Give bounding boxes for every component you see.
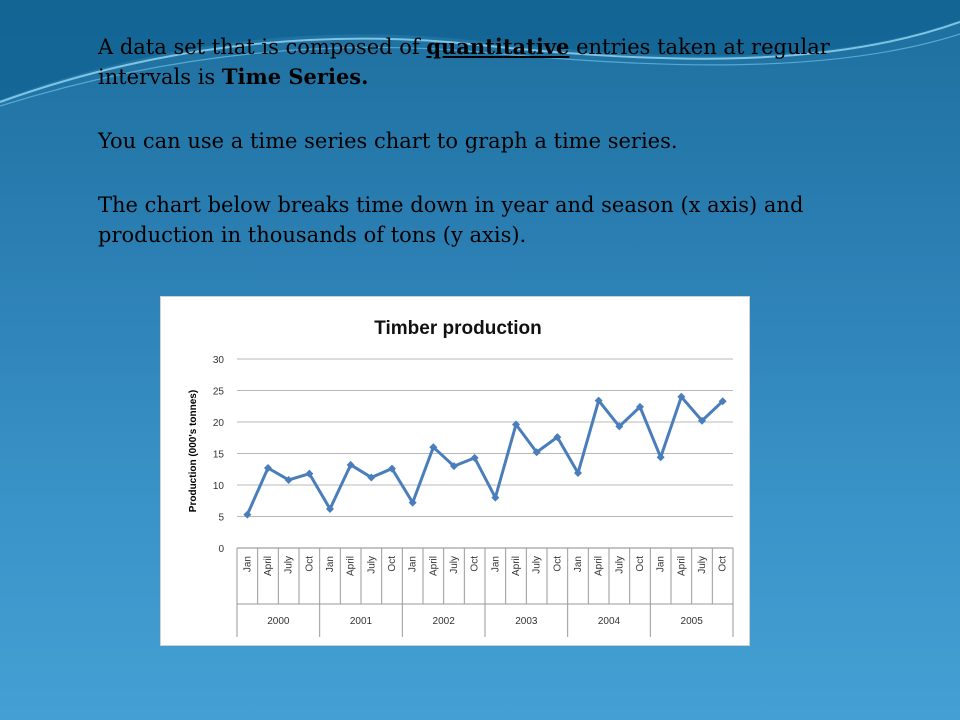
y-tick-label: 5 bbox=[218, 513, 224, 524]
x-season-label: Oct bbox=[718, 556, 729, 572]
data-point bbox=[553, 433, 562, 442]
quantitative-term: quantitative bbox=[426, 34, 570, 59]
x-season-label: Jan bbox=[408, 556, 419, 572]
series-line bbox=[245, 395, 724, 516]
grid-layer bbox=[237, 358, 733, 517]
x-season-label: July bbox=[532, 556, 543, 574]
x-season-label: April bbox=[263, 556, 274, 576]
x-year-label: 2002 bbox=[433, 616, 456, 627]
data-point bbox=[615, 422, 624, 431]
x-season-label: Jan bbox=[490, 556, 501, 572]
chart-svg: Timber production 0 5 10 15 20 25 30 Jan April Ju… bbox=[188, 318, 734, 637]
slide-text: A data set that is composed of quantitat… bbox=[98, 32, 898, 250]
x-year-label: 2000 bbox=[267, 616, 290, 627]
y-tick-label: 0 bbox=[218, 544, 224, 555]
timber-chart: Timber production 0 5 10 15 20 25 30 Jan April Ju… bbox=[160, 296, 750, 646]
x-season-label: Oct bbox=[635, 556, 646, 572]
y-tick-label: 20 bbox=[213, 418, 225, 429]
data-point bbox=[305, 469, 314, 478]
x-season-label: Jan bbox=[573, 556, 584, 572]
x-season-label: July bbox=[697, 556, 708, 574]
x-season-label: July bbox=[366, 556, 377, 574]
data-point bbox=[388, 464, 396, 473]
data-point bbox=[491, 493, 500, 502]
definition-prefix: A data set that is composed of bbox=[98, 35, 427, 59]
series-layer bbox=[243, 392, 727, 519]
x-season-label: April bbox=[511, 556, 522, 576]
data-point bbox=[429, 443, 438, 452]
data-point bbox=[284, 475, 293, 484]
data-point bbox=[450, 462, 458, 471]
data-point bbox=[470, 453, 479, 462]
data-point bbox=[677, 392, 686, 401]
x-season-label: Jan bbox=[242, 556, 253, 572]
paragraph-axes: The chart below breaks time down in year… bbox=[98, 193, 804, 247]
x-season-label: Jan bbox=[656, 556, 667, 572]
x-season-label: July bbox=[614, 556, 625, 574]
x-season-label: Oct bbox=[470, 556, 481, 572]
x-season-label: Oct bbox=[387, 556, 398, 572]
x-season-label: July bbox=[284, 556, 295, 574]
x-year-label: 2004 bbox=[598, 616, 621, 627]
paragraph-usage: You can use a time series chart to graph… bbox=[98, 129, 678, 153]
data-point bbox=[532, 448, 541, 457]
definition-middle: entries taken at regular intervals is bbox=[98, 35, 830, 89]
axis-layer: 0 5 10 15 20 25 30 Jan April July Oct Jan April July O… bbox=[213, 355, 734, 637]
x-season-label: Jan bbox=[325, 556, 336, 572]
y-tick-label: 10 bbox=[213, 481, 225, 492]
data-point bbox=[718, 397, 727, 406]
data-point bbox=[367, 473, 376, 482]
x-season-label: Oct bbox=[304, 556, 315, 572]
header-wave-decoration bbox=[0, 0, 960, 107]
time-series-term: Time Series. bbox=[221, 64, 369, 89]
y-tick-label: 15 bbox=[213, 450, 225, 461]
x-year-label: 2003 bbox=[515, 616, 538, 627]
data-point bbox=[594, 396, 603, 405]
data-point bbox=[636, 402, 644, 411]
x-season-label: April bbox=[428, 556, 439, 576]
x-year-label: 2005 bbox=[681, 616, 704, 627]
x-season-label: July bbox=[449, 556, 460, 574]
data-point bbox=[408, 498, 417, 507]
data-point bbox=[574, 469, 582, 478]
y-tick-label: 25 bbox=[213, 387, 225, 398]
x-year-label: 2001 bbox=[350, 616, 373, 627]
chart-title: Timber production bbox=[374, 318, 541, 339]
x-season-label: April bbox=[676, 556, 687, 576]
data-point bbox=[264, 463, 272, 472]
y-axis-label: Production (000's tonnes) bbox=[188, 390, 199, 512]
y-tick-label: 30 bbox=[213, 355, 225, 366]
data-point bbox=[656, 453, 665, 462]
data-point bbox=[698, 416, 706, 425]
x-season-label: April bbox=[346, 556, 357, 576]
data-point bbox=[243, 510, 252, 519]
paragraph-definition: A data set that is composed of quantitat… bbox=[98, 32, 898, 92]
x-season-label: Oct bbox=[552, 556, 563, 572]
data-point bbox=[346, 460, 355, 469]
data-point bbox=[326, 504, 334, 513]
x-season-label: April bbox=[594, 556, 605, 576]
